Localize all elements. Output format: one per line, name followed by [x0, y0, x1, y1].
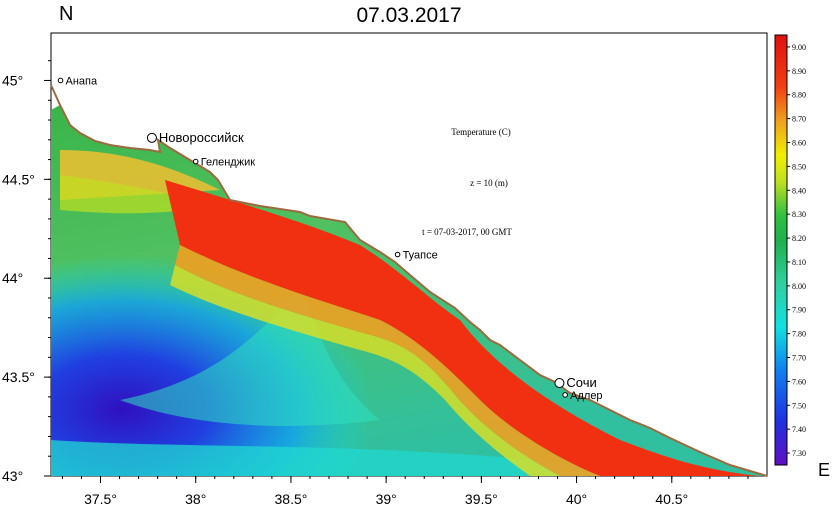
city-label: Адлер: [570, 390, 602, 402]
colorbar-label: 8.00: [792, 282, 806, 291]
x-tick-label: 37.5°: [84, 491, 117, 507]
colorbar-label: 8.20: [792, 234, 806, 243]
colorbar-label: 8.30: [792, 210, 806, 219]
colorbar-label: 7.50: [792, 401, 806, 410]
colorbar-label: 8.90: [792, 67, 806, 76]
east-label: E: [818, 460, 830, 480]
x-tick-label: 38.5°: [275, 491, 308, 507]
x-tick-label: 40°: [566, 491, 587, 507]
coastline: [50, 84, 768, 477]
colorbar-label: 7.70: [792, 354, 806, 363]
y-tick-label: 45°: [2, 72, 23, 88]
city-marker: [192, 158, 199, 165]
city-marker: [562, 392, 568, 398]
city-marker: [57, 77, 64, 84]
colorbar-label: 8.70: [792, 115, 806, 124]
colorbar-label: 7.90: [792, 306, 806, 315]
y-tick-label: 43°: [2, 468, 23, 484]
city-markers: Анапа Новороссийск Геленджик Туапсе СочиАдле…: [57, 75, 603, 402]
x-tick-label: 39°: [376, 491, 397, 507]
y-tick-label: 43.5°: [2, 369, 35, 385]
colorbar-label: 8.60: [792, 139, 806, 148]
colorbar-label: 8.80: [792, 91, 806, 100]
city-label: Новороссийск: [159, 130, 244, 145]
colorbar-label: 9.00: [792, 43, 806, 52]
depth-label: z = 10 (m): [470, 178, 508, 188]
city-marker: [554, 378, 565, 389]
north-label: N: [59, 3, 73, 25]
map-title: 07.03.2017: [356, 4, 461, 27]
colorbar-label: 8.10: [792, 258, 806, 267]
colorbar: [774, 34, 788, 466]
city-label: Анапа: [66, 75, 98, 87]
city-label: Сочи: [566, 375, 596, 390]
colorbar-label: 7.40: [792, 425, 806, 434]
colorbar-label: 7.30: [792, 449, 806, 458]
colorbar-labels: 9.00 8.90 8.80 8.70 8.60 8.50 8.40 8.30 8.20 8.10…: [787, 43, 806, 458]
city-marker: [394, 251, 401, 258]
city-label: Туапсе: [403, 250, 438, 262]
x-tick-label: 38°: [185, 491, 206, 507]
colorbar-label: 8.50: [792, 162, 806, 171]
y-tick-label: 44°: [2, 270, 23, 286]
colorbar-label: 7.80: [792, 330, 806, 339]
colorbar-label: 7.60: [792, 377, 806, 386]
x-tick-label: 40.5°: [655, 491, 688, 507]
colorbar-label: 8.40: [792, 186, 806, 195]
y-axis: 45° 44.5° 44° 43.5° 43°: [2, 60, 51, 484]
y-tick-label: 44.5°: [2, 171, 35, 187]
x-axis: 37.5° 38° 38.5° 39° 39.5° 40° 40.5°: [61, 476, 749, 507]
time-label: t = 07-03-2017, 00 GMT: [422, 227, 512, 237]
variable-label: Temperature (C): [451, 127, 511, 137]
city-label: Геленджик: [201, 157, 256, 169]
x-tick-label: 39.5°: [465, 491, 498, 507]
city-marker: [146, 132, 157, 143]
